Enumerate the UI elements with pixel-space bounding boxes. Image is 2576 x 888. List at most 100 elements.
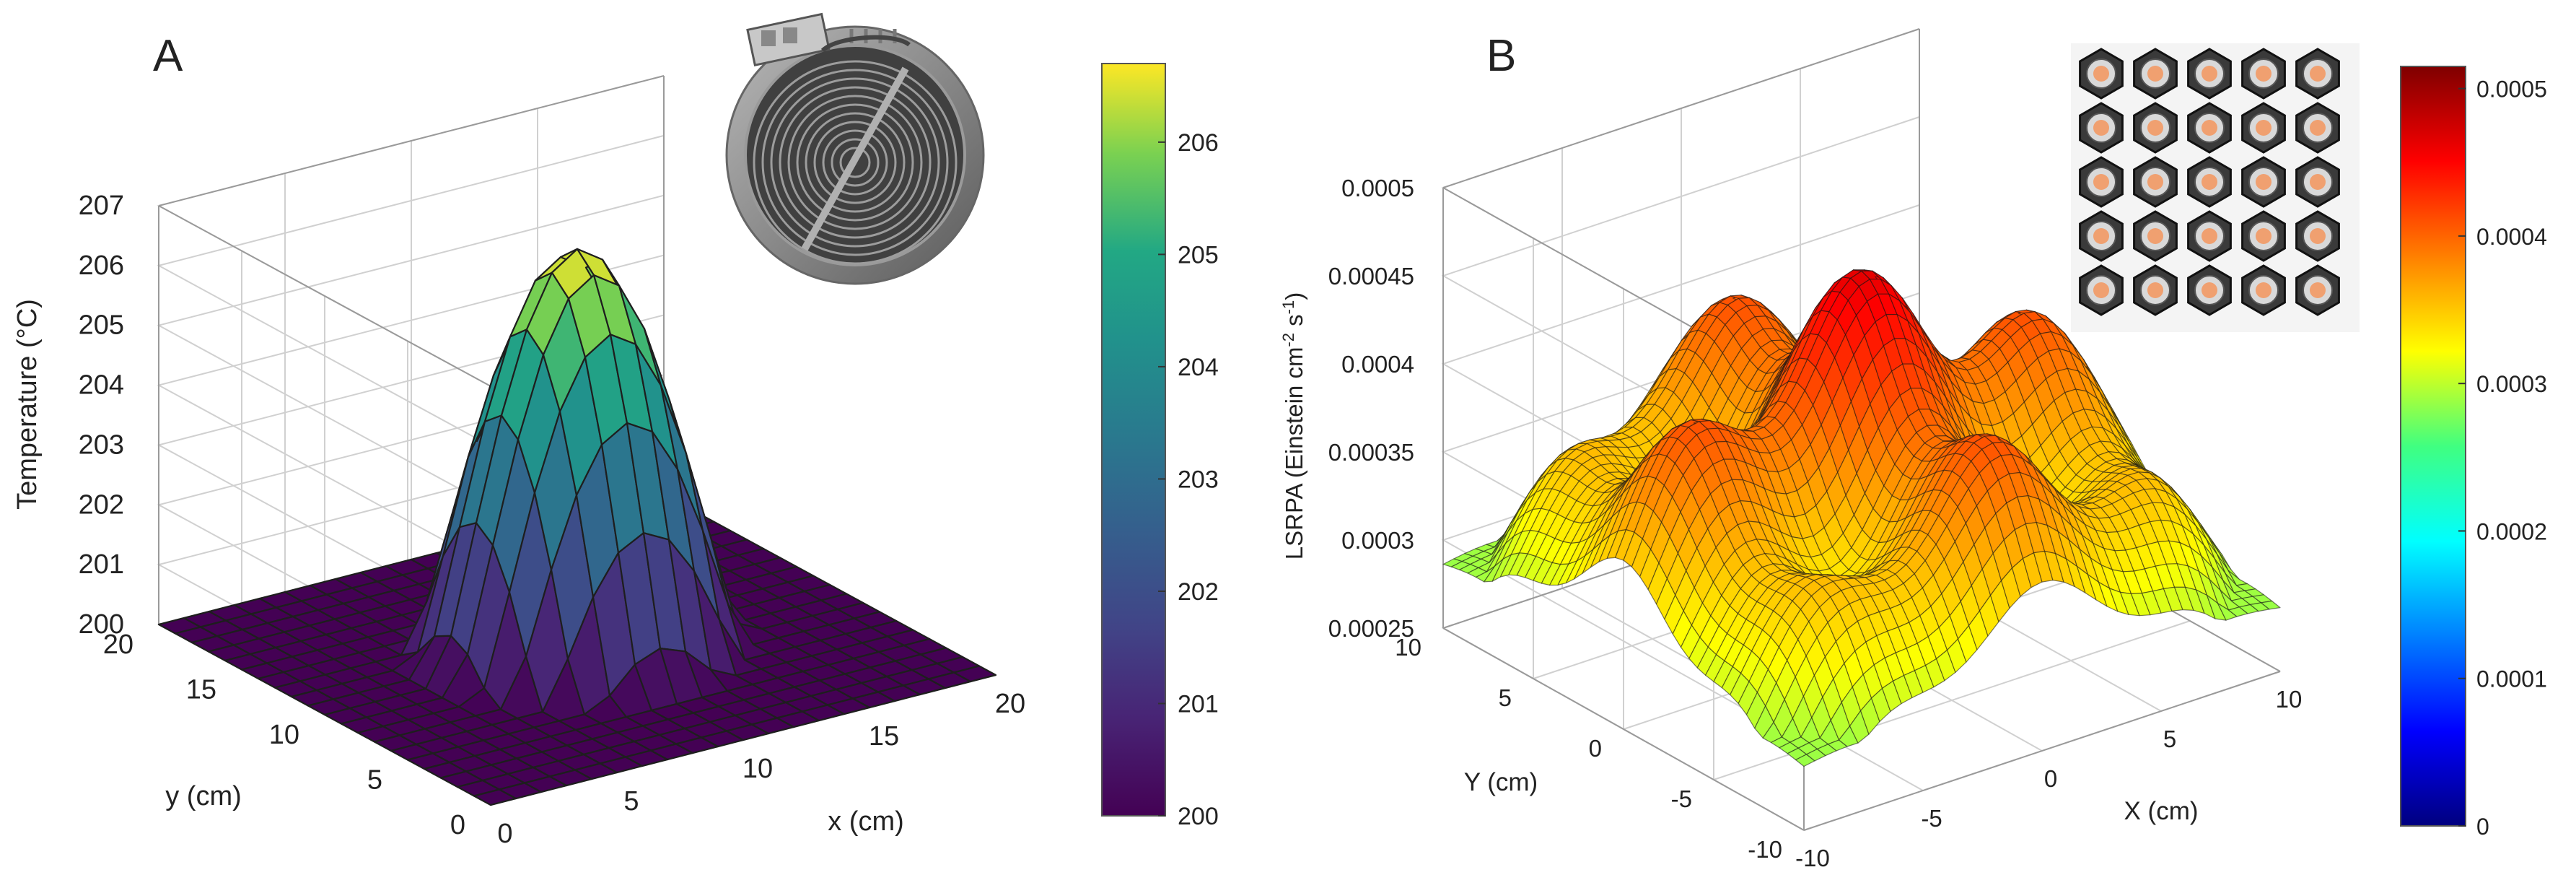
zlabel-a: Temperature (°C) — [12, 299, 43, 510]
surface-patch — [952, 665, 997, 683]
x-tick-label: 0 — [497, 819, 512, 849]
axis-edge — [1803, 671, 2281, 831]
led-chip — [2256, 228, 2271, 244]
y-tick-label: -10 — [1748, 836, 1782, 863]
colorbar-tick-label: 206 — [1178, 129, 1219, 157]
z-tick-label: 0.00035 — [1328, 439, 1414, 466]
led-chip — [2310, 174, 2326, 190]
axis-edge — [1442, 627, 1805, 831]
y-tick-label: 0 — [1589, 735, 1602, 762]
x-tick-label: 10 — [742, 754, 773, 784]
xlabel-b: X (cm) — [2124, 797, 2198, 825]
axis-edge — [1442, 28, 1920, 188]
z-tick-label: 207 — [79, 191, 124, 221]
y-tick-label: 5 — [367, 765, 382, 796]
led-chip — [2256, 282, 2271, 298]
colorbar-tick-label: 205 — [1178, 241, 1219, 269]
z-tick-label: 200 — [79, 609, 124, 640]
colorbar-ticks-b: 0 0.0001 0.0002 0.0003 0.0004 0.0005 — [2458, 77, 2547, 840]
led-chip — [2093, 174, 2109, 190]
heating-element-icon — [725, 12, 985, 285]
colorbar-tick-label: 0.0002 — [2476, 518, 2547, 544]
x-tick-label: 5 — [623, 786, 639, 817]
x-tick-label: -5 — [1921, 805, 1942, 832]
x-tick-label: -10 — [1795, 845, 1830, 871]
z-tick-label: 0.0004 — [1341, 351, 1414, 378]
tick-labels-b: 0.00025 0.0003 0.00035 0.0004 0.00045 0.0005 -… — [1328, 175, 2303, 871]
led-chip — [2202, 228, 2217, 244]
z-tick-label: 0.0005 — [1341, 175, 1414, 201]
colorbar-tick-label: 204 — [1178, 354, 1219, 381]
y-tick-label: 20 — [103, 630, 133, 660]
y-tick-label: 5 — [1499, 684, 1512, 711]
panel-b: B 0.000250.00030.000350.00040.000450.000… — [1279, 28, 2547, 871]
y-tick-label: -5 — [1671, 785, 1692, 812]
y-tick-label: 10 — [1395, 634, 1421, 661]
panel-label-b: B — [1486, 31, 1516, 81]
led-chip — [2202, 66, 2217, 82]
ylabel-a: y (cm) — [165, 781, 242, 811]
x-tick-label: 0 — [2044, 765, 2057, 792]
led-chip — [2147, 282, 2163, 298]
z-tick-label: 203 — [79, 430, 124, 460]
z-tick-label: 206 — [79, 251, 124, 281]
led-chip — [2310, 228, 2326, 244]
z-tick-label: 0.00025 — [1328, 615, 1414, 642]
z-tick-label: 204 — [79, 370, 124, 401]
led-chip — [2310, 282, 2326, 298]
x-tick-label: 20 — [995, 689, 1025, 719]
y-tick-label: 0 — [450, 810, 465, 840]
led-array-icon — [2071, 43, 2360, 332]
x-tick-label: 10 — [2276, 686, 2303, 713]
colorbar-tick-label: 0 — [2476, 814, 2489, 840]
surface-a — [157, 248, 997, 806]
colorbar-tick-label: 202 — [1178, 578, 1219, 606]
led-chip — [2256, 120, 2271, 136]
colorbar-tick-label: 0.0001 — [2476, 666, 2547, 692]
surface-b — [1442, 269, 2281, 767]
led-chip — [2147, 174, 2163, 190]
panel-label-a: A — [153, 31, 183, 81]
y-tick-label: 15 — [186, 675, 216, 705]
led-chip — [2310, 66, 2326, 82]
xlabel-a: x (cm) — [828, 806, 904, 837]
z-tick-label: 205 — [79, 310, 124, 341]
colorbar-ticks-a: 200 201 202 203 204 205 206 — [1158, 129, 1219, 830]
z-tick-label: 0.0003 — [1341, 527, 1414, 554]
led-chip — [2093, 228, 2109, 244]
axis-edge — [158, 205, 491, 387]
ylabel-b: Y (cm) — [1464, 768, 1538, 796]
led-chip — [2202, 120, 2217, 136]
zlabel-b: LSRPA (Einstein cm-2 s-1) — [1279, 292, 1307, 560]
led-chip — [2202, 174, 2217, 190]
colorbar-tick-label: 200 — [1178, 803, 1219, 830]
led-chip — [2093, 282, 2109, 298]
panel-a: A 20020120220320420520620705101520051015… — [12, 12, 1219, 849]
surface-patch — [2261, 600, 2281, 610]
colorbar-b — [2400, 66, 2466, 827]
z-tick-label: 202 — [79, 489, 124, 520]
colorbar-tick-label: 201 — [1178, 690, 1219, 718]
led-chip — [2093, 120, 2109, 136]
x-tick-label: 5 — [2163, 726, 2176, 752]
colorbar-tick-label: 0.0003 — [2476, 371, 2547, 397]
axis-edge — [158, 75, 665, 206]
led-chip — [2256, 174, 2271, 190]
led-chip — [2202, 282, 2217, 298]
led-chip — [2310, 120, 2326, 136]
colorbar-tick-label: 0.0004 — [2476, 224, 2547, 250]
y-tick-label: 10 — [269, 720, 299, 750]
z-tick-label: 0.00045 — [1328, 263, 1414, 290]
colorbar-a — [1101, 63, 1166, 817]
x-tick-label: 15 — [869, 721, 899, 752]
z-tick-label: 201 — [79, 549, 124, 580]
colorbar-tick-label: 203 — [1178, 466, 1219, 493]
led-chip — [2147, 228, 2163, 244]
led-chip — [2256, 66, 2271, 82]
led-chip — [2093, 66, 2109, 82]
colorbar-tick-label: 0.0005 — [2476, 77, 2547, 103]
led-chip — [2147, 120, 2163, 136]
led-chip — [2147, 66, 2163, 82]
